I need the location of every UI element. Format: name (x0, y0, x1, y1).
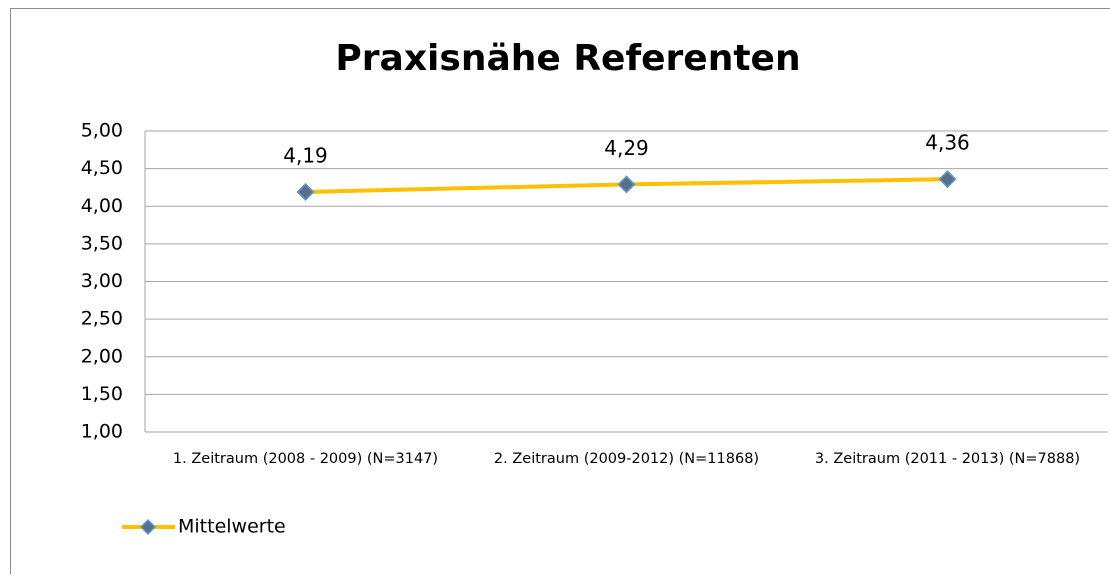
data-label: 4,19 (283, 143, 328, 167)
y-tick-label: 2,00 (81, 345, 123, 367)
data-label: 4,29 (604, 136, 649, 160)
y-tick-label: 2,50 (81, 308, 123, 330)
data-label: 4,36 (925, 131, 970, 155)
y-tick-label: 4,50 (81, 157, 123, 179)
y-tick-label: 1,00 (81, 421, 123, 443)
x-tick-label: 3. Zeitraum (2011 - 2013) (N=7888) (815, 451, 1080, 467)
y-tick-label: 3,00 (81, 270, 123, 292)
chart-title: Praxisnähe Referenten (335, 38, 800, 79)
legend-label: Mittelwerte (178, 516, 286, 538)
y-tick-label: 1,50 (81, 383, 123, 405)
x-tick-label: 2. Zeitraum (2009-2012) (N=11868) (494, 451, 759, 467)
x-tick-label: 1. Zeitraum (2008 - 2009) (N=3147) (173, 451, 438, 467)
y-tick-label: 3,50 (81, 232, 123, 254)
y-tick-label: 4,00 (81, 195, 123, 217)
chart-frame (11, 9, 1110, 575)
y-tick-label: 5,00 (81, 120, 123, 142)
